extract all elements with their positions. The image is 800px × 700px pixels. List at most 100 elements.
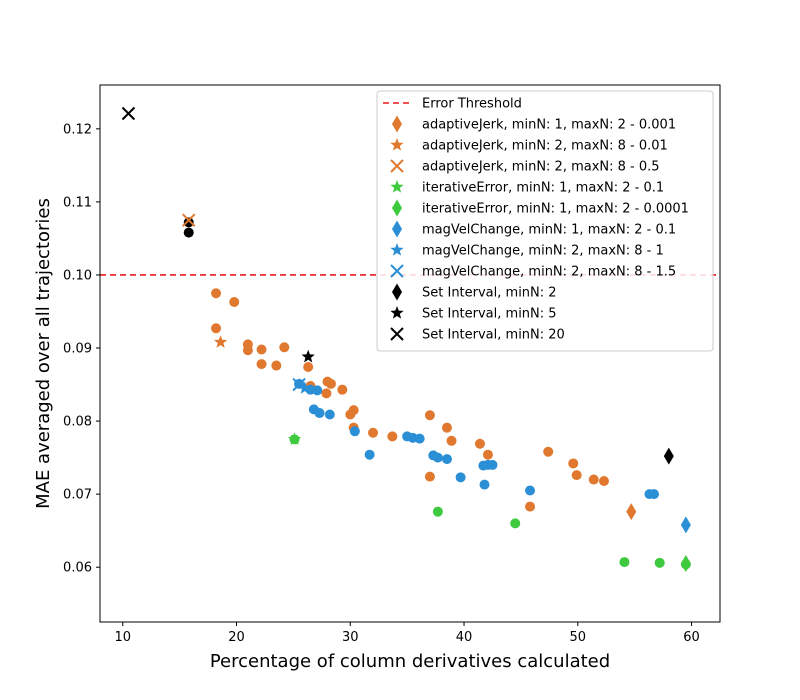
- y-tick-label: 0.10: [63, 268, 92, 283]
- legend-entry: magVelChange, minN: 1, maxN: 2 - 0.1: [392, 220, 676, 238]
- legend-star-swatch: [390, 243, 404, 256]
- legend-x-swatch: [390, 327, 404, 341]
- green-data-point: [432, 506, 443, 517]
- orange-x-point: [182, 213, 196, 227]
- legend-entry: adaptiveJerk, minN: 2, maxN: 8 - 0.01: [390, 138, 668, 154]
- orange-data-point: [368, 427, 379, 438]
- blue-diamond-point: [680, 516, 691, 534]
- green-data-point: [619, 557, 630, 568]
- black-data-point: [183, 227, 194, 238]
- orange-data-point: [271, 360, 282, 371]
- legend-label: iterativeError, minN: 1, maxN: 2 - 0.1: [422, 181, 664, 196]
- blue-data-point: [479, 479, 490, 490]
- orange-data-point: [568, 458, 579, 469]
- y-axis-title: MAE averaged over all trajectories: [33, 198, 54, 509]
- legend-label: Error Threshold: [422, 97, 522, 112]
- orange-data-point: [348, 405, 359, 416]
- legend-label: magVelChange, minN: 2, maxN: 8 - 1.5: [422, 265, 676, 280]
- blue-star-point: [298, 381, 312, 394]
- legend-entry: magVelChange, minN: 2, maxN: 8 - 1.5: [390, 264, 676, 280]
- blue-data-point: [314, 408, 325, 419]
- blue-data-point: [487, 459, 498, 470]
- orange-data-point: [321, 388, 332, 399]
- legend-diamond-swatch: [392, 283, 402, 301]
- blue-data-point: [455, 472, 466, 483]
- legend-label: adaptiveJerk, minN: 1, maxN: 2 - 0.001: [422, 118, 676, 133]
- orange-data-point: [525, 501, 536, 512]
- orange-data-point: [325, 378, 336, 389]
- legend-label: magVelChange, minN: 1, maxN: 2 - 0.1: [422, 223, 676, 238]
- ticks-layer: 10 20 30 40 50 60 0.06 0.07 0.08 0.09 0.10 0.11 0.12: [63, 122, 700, 645]
- green-diamond-point: [680, 555, 691, 573]
- orange-data-point: [279, 342, 290, 353]
- legend-diamond-swatch: [392, 220, 402, 238]
- blue-data-point: [324, 409, 335, 420]
- black-diamond-point: [663, 447, 674, 465]
- x-tick-label: 30: [342, 630, 359, 645]
- black-data-point: [183, 217, 194, 228]
- blue-data-point: [349, 426, 360, 437]
- legend-label: adaptiveJerk, minN: 2, maxN: 8 - 0.5: [422, 160, 660, 175]
- orange-data-point: [424, 410, 435, 421]
- x-tick-label: 60: [683, 630, 700, 645]
- x-axis-title: Percentage of column derivatives calcula…: [210, 651, 610, 672]
- y-tick-label: 0.06: [63, 561, 92, 576]
- blue-data-point: [364, 449, 375, 460]
- orange-data-point: [387, 431, 398, 442]
- blue-data-point: [414, 433, 425, 444]
- legend-x-swatch: [390, 159, 404, 173]
- orange-data-point: [211, 288, 222, 299]
- legend: Error Threshold adaptiveJerk, minN: 1, ma…: [376, 90, 714, 352]
- legend-label: Set Interval, minN: 5: [422, 307, 557, 322]
- legend-star-swatch: [390, 306, 404, 319]
- legend-entry: magVelChange, minN: 2, maxN: 8 - 1: [390, 243, 664, 259]
- y-tick-label: 0.07: [63, 488, 92, 503]
- points-layer: [121, 106, 691, 573]
- blue-data-point: [649, 489, 660, 500]
- blue-data-point: [312, 385, 323, 396]
- y-tick-label: 0.11: [63, 195, 92, 210]
- legend-entry: Error Threshold: [383, 97, 522, 112]
- x-tick-label: 40: [456, 630, 473, 645]
- legend-entry: Set Interval, minN: 5: [390, 306, 557, 322]
- blue-data-point: [432, 452, 443, 463]
- x-tick-label: 10: [114, 630, 131, 645]
- blue-x-point: [292, 377, 306, 392]
- legend-box: [376, 90, 714, 352]
- legend-diamond-swatch: [392, 115, 402, 133]
- legend-entry: iterativeError, minN: 1, maxN: 2 - 0.1: [390, 180, 664, 196]
- legend-label: iterativeError, minN: 1, maxN: 2 - 0.000…: [422, 202, 689, 217]
- orange-data-point: [446, 435, 457, 446]
- y-tick-label: 0.08: [63, 415, 92, 430]
- blue-data-point: [525, 485, 536, 496]
- green-data-point: [654, 557, 665, 568]
- legend-entry: iterativeError, minN: 1, maxN: 2 - 0.000…: [392, 199, 689, 217]
- orange-data-point: [256, 359, 267, 370]
- legend-star-swatch: [390, 138, 404, 151]
- y-tick-label: 0.09: [63, 342, 92, 357]
- legend-x-swatch: [390, 264, 404, 278]
- y-tick-label: 0.12: [63, 122, 92, 137]
- legend-diamond-swatch: [392, 199, 402, 217]
- green-star-point: [287, 432, 302, 446]
- legend-star-swatch: [390, 180, 404, 193]
- legend-entry: adaptiveJerk, minN: 1, maxN: 2 - 0.001: [392, 115, 676, 133]
- black-x-point: [121, 106, 136, 121]
- orange-data-point: [571, 470, 582, 481]
- orange-data-point: [598, 475, 609, 486]
- orange-data-point: [256, 344, 267, 355]
- legend-label: magVelChange, minN: 2, maxN: 8 - 1: [422, 244, 664, 259]
- orange-data-point: [441, 422, 452, 433]
- orange-data-point: [337, 384, 348, 395]
- legend-label: adaptiveJerk, minN: 2, maxN: 8 - 0.01: [422, 139, 668, 154]
- plot-frame: [99, 84, 721, 623]
- orange-data-point: [482, 449, 493, 460]
- orange-data-point: [211, 323, 222, 334]
- orange-diamond-point: [626, 503, 637, 521]
- legend-entry: adaptiveJerk, minN: 2, maxN: 8 - 0.5: [390, 159, 660, 175]
- legend-label: Set Interval, minN: 20: [422, 328, 565, 343]
- legend-label: Set Interval, minN: 2: [422, 286, 557, 301]
- black-star-point: [301, 349, 315, 363]
- green-data-point: [510, 518, 521, 529]
